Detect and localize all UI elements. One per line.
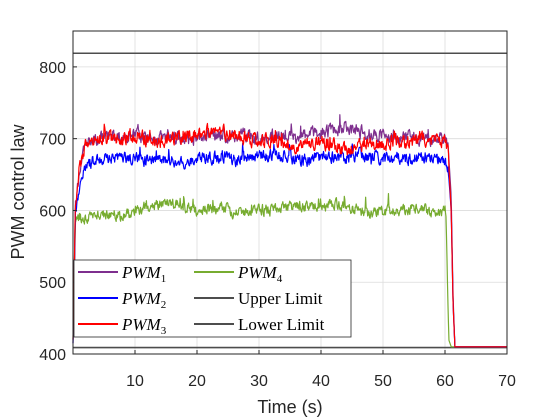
x-tick-label: 20 — [188, 373, 206, 390]
x-tick-label: 10 — [126, 373, 144, 390]
x-tick-label: 70 — [498, 373, 516, 390]
series-line-pwm3 — [72, 122, 508, 348]
legend-entry: PWM1 — [121, 263, 166, 285]
y-tick-label: 800 — [39, 60, 66, 77]
x-tick-label: 30 — [250, 373, 268, 390]
y-tick-label: 600 — [39, 203, 66, 220]
legend-entry: PWM4 — [237, 263, 283, 285]
legend-entry: PWM3 — [121, 315, 167, 337]
x-axis-title: Time (s) — [257, 397, 322, 417]
y-tick-label: 500 — [39, 275, 66, 292]
x-tick-label: 60 — [436, 373, 454, 390]
series-line-pwm4 — [72, 192, 508, 348]
legend-entry: Lower Limit — [238, 315, 325, 334]
plot-frame — [72, 30, 508, 355]
series-layer — [72, 52, 508, 349]
x-tick-label: 50 — [374, 373, 392, 390]
legend-entry: PWM2 — [121, 289, 166, 311]
x-tick-label: 40 — [312, 373, 330, 390]
y-tick-label: 400 — [39, 347, 66, 364]
axis-ticks: 10 20 30 40 50 60 70 400 500 600 700 800 — [39, 60, 516, 390]
y-tick-label: 700 — [39, 132, 66, 149]
y-axis-title: PWM control law — [8, 123, 28, 259]
legend: PWM1 PWM2 PWM3 PWM4 Upper Limit Lower Limit — [73, 259, 352, 338]
legend-entry: Upper Limit — [238, 289, 323, 308]
